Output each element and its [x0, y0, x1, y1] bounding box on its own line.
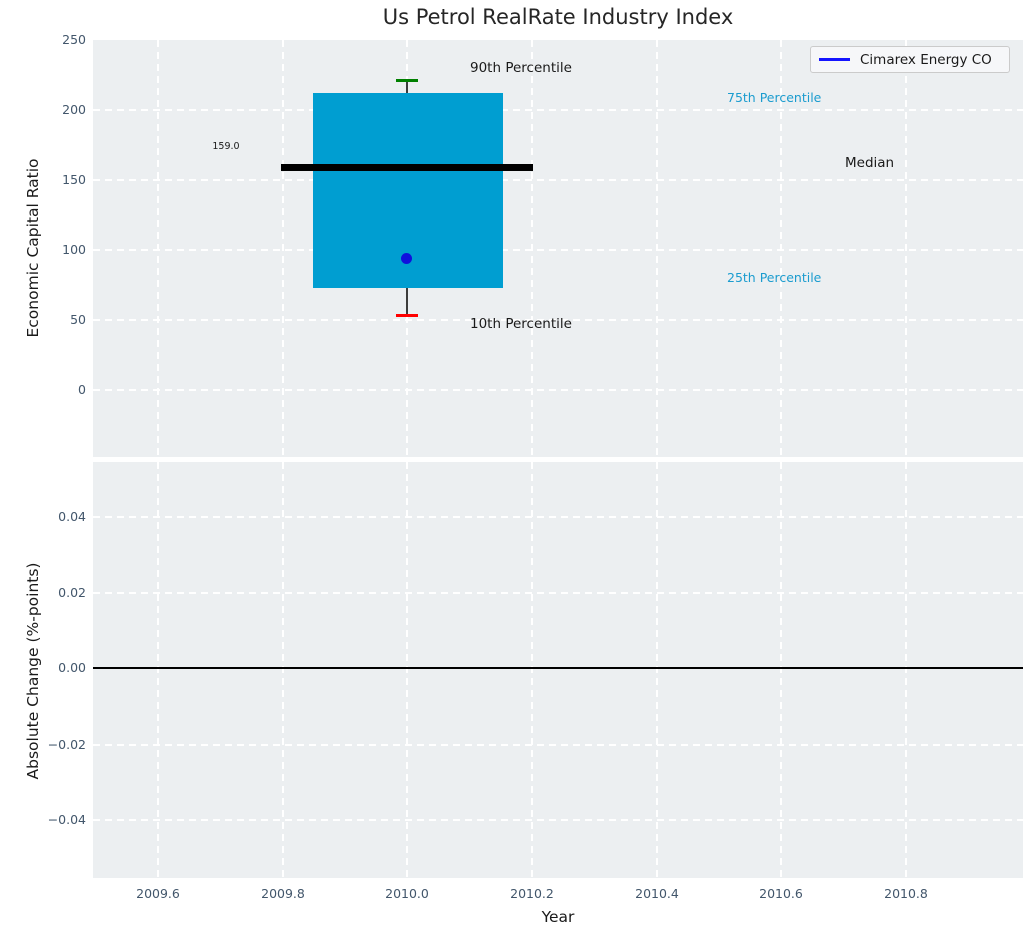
gridline [780, 40, 782, 457]
ytick-label: 100 [62, 242, 86, 257]
ytick-label: 150 [62, 172, 86, 187]
xtick-label: 2010.4 [635, 886, 679, 901]
ytick-label: 0 [78, 382, 86, 397]
gridline [531, 40, 533, 457]
ytick-label: −0.02 [47, 737, 86, 752]
gridline [93, 109, 1023, 111]
gridline [656, 462, 658, 878]
annotation-10th-percentile: 10th Percentile [470, 316, 572, 332]
gridline [905, 40, 907, 457]
annotation-median: Median [845, 155, 895, 171]
median-value-label: 159.0 [212, 141, 240, 152]
bottom-axes [93, 462, 1023, 878]
legend: Cimarex Energy CO [810, 46, 1010, 73]
top-y-axis-label: Economic Capital Ratio [24, 158, 42, 338]
ytick-label: 200 [62, 102, 86, 117]
gridline [93, 516, 1023, 518]
gridline [531, 462, 533, 878]
gridline [93, 319, 1023, 321]
annotation-25th-percentile: 25th Percentile [727, 270, 822, 285]
xtick-label: 2010.8 [884, 886, 928, 901]
gridline [93, 179, 1023, 181]
xtick-label: 2010.6 [759, 886, 803, 901]
gridline [93, 249, 1023, 251]
ytick-label: −0.04 [47, 812, 86, 827]
legend-line-sample [819, 58, 850, 61]
ytick-label: 0.02 [58, 585, 86, 600]
xtick-label: 2010.0 [385, 886, 429, 901]
annotation-90th-percentile: 90th Percentile [470, 60, 572, 76]
gridline [406, 462, 408, 878]
gridline [93, 592, 1023, 594]
xtick-label: 2010.2 [510, 886, 554, 901]
legend-label: Cimarex Energy CO [860, 51, 992, 68]
ytick-label: 0.04 [58, 509, 86, 524]
gridline [93, 389, 1023, 391]
gridline [282, 462, 284, 878]
chart-title: Us Petrol RealRate Industry Index [382, 5, 734, 29]
ytick-label: 50 [70, 312, 86, 327]
gridline [282, 40, 284, 457]
ytick-label: 250 [62, 32, 86, 47]
whisker-cap-10th [396, 314, 418, 317]
median-line [281, 164, 533, 171]
gridline [905, 462, 907, 878]
gridline [780, 462, 782, 878]
ytick-label: 0.00 [58, 660, 86, 675]
gridline [157, 40, 159, 457]
gridline [93, 744, 1023, 746]
x-axis-label: Year [541, 908, 575, 926]
xtick-label: 2009.8 [261, 886, 305, 901]
company-value-dot [401, 253, 412, 264]
gridline [93, 819, 1023, 821]
bottom-y-axis-label: Absolute Change (%-points) [24, 562, 42, 780]
annotation-75th-percentile: 75th Percentile [727, 90, 822, 105]
gridline [656, 40, 658, 457]
top-axes: 90th Percentile 75th Percentile Median 1… [93, 40, 1023, 457]
xtick-label: 2009.6 [136, 886, 180, 901]
zero-reference-line [93, 667, 1023, 669]
gridline [157, 462, 159, 878]
whisker-cap-90th [396, 79, 418, 82]
